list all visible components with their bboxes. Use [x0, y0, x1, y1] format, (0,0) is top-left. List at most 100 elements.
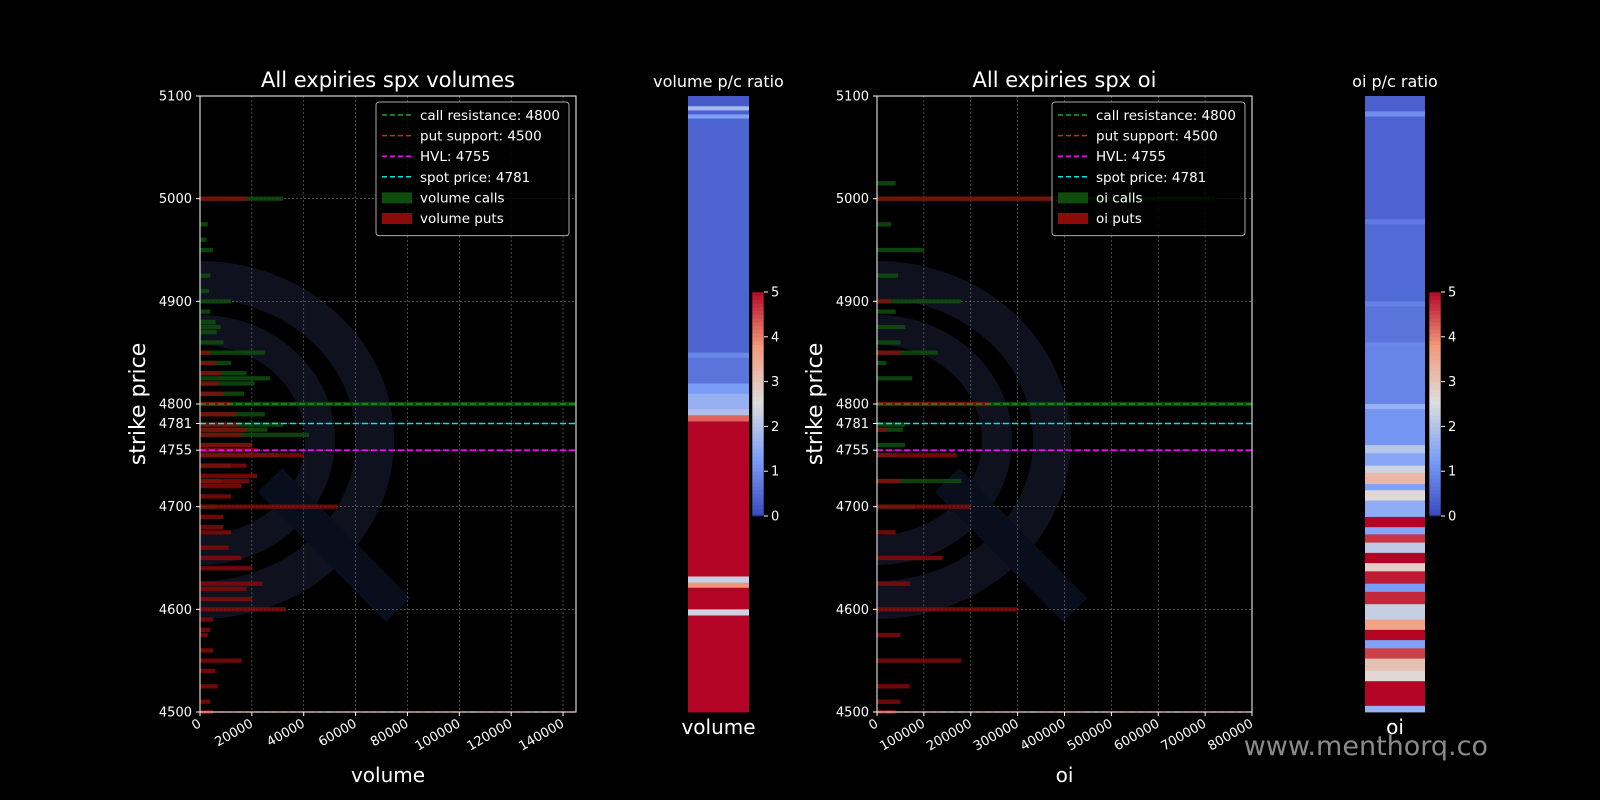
colorbar-segment: [752, 501, 764, 506]
colorbar-segment: [1429, 456, 1441, 461]
chart-title: All expiries spx volumes: [261, 68, 515, 92]
colorbar-segment: [1429, 493, 1441, 498]
colorbar-segment: [1429, 336, 1441, 342]
colorbar-tick-label: 2: [771, 420, 779, 435]
ratio-band: [1365, 648, 1425, 660]
colorbar-segment: [752, 415, 764, 420]
colorbar-segment: [752, 400, 764, 405]
bar-puts: [200, 422, 239, 427]
colorbar-segment: [752, 303, 764, 308]
colorbar-segment: [752, 482, 764, 487]
ratio-band: [688, 118, 749, 354]
colorbar-tick-label: 3: [771, 375, 779, 390]
bar-puts: [877, 530, 896, 535]
colorbar-segment: [1429, 362, 1441, 368]
bar-puts: [200, 607, 286, 612]
x-axis-label: oi: [1056, 763, 1074, 787]
y-tick-label: 4500: [159, 706, 192, 721]
bar-puts: [877, 504, 971, 509]
logo-watermark-icon: [876, 261, 1088, 622]
x-tick-label: 140000: [517, 716, 567, 754]
bar-puts: [200, 699, 211, 704]
y-tick-label: 4600: [836, 603, 869, 618]
colorbar-segment: [1429, 404, 1441, 409]
ratio-band: [688, 582, 749, 589]
legend-entry: HVL: 4755: [1096, 149, 1166, 165]
colorbar-frame: [751, 291, 765, 517]
colorbar-segment: [752, 489, 764, 495]
ratio-band: [1365, 604, 1425, 620]
legend: call resistance: 4800 put support: 4500 HV…: [375, 101, 570, 237]
colorbar-segment: [752, 430, 764, 435]
bar-puts: [200, 483, 242, 489]
ratio-band: [1365, 404, 1425, 410]
colorbar-tick-label: 1: [771, 465, 779, 480]
bar-calls: [200, 299, 232, 304]
ratio-band: [1365, 681, 1425, 707]
colorbar-segment: [752, 504, 764, 510]
colorbar-segment: [1429, 463, 1441, 468]
bar-puts: [200, 596, 252, 602]
bar-calls: [200, 319, 216, 325]
ratio-band: [1365, 96, 1425, 112]
legend-swatch-puts: [382, 213, 412, 224]
ratio-band: [1365, 552, 1425, 564]
y-tick-label: 4700: [159, 500, 192, 515]
colorbar: 0 1 2 3 4 5: [751, 286, 779, 525]
bar-calls: [877, 422, 906, 427]
ratio-band: [688, 96, 749, 107]
bar-calls: [200, 324, 221, 330]
ratio-band: [1365, 342, 1425, 348]
colorbar: 0 1 2 3 4 5: [1428, 286, 1456, 525]
ratio-band: [1365, 224, 1425, 302]
ratio-band: [688, 409, 749, 416]
bar-puts: [200, 566, 252, 571]
bar-puts: [200, 586, 247, 591]
ratio-band: [688, 114, 749, 119]
x-tick-label: 0: [866, 716, 881, 733]
y-tick-label: 4755: [159, 444, 192, 459]
bar-puts: [200, 581, 263, 586]
legend-entry: call resistance: 4800: [1096, 108, 1236, 124]
chart-title: volume p/c ratio: [653, 72, 784, 91]
colorbar-segment: [1429, 460, 1441, 465]
bar-calls: [877, 222, 892, 227]
colorbar-segment: [752, 377, 764, 383]
colorbar-segment: [1429, 426, 1441, 431]
bar-calls: [877, 309, 896, 314]
y-tick-label: 4500: [836, 706, 869, 721]
bar-puts: [200, 514, 224, 520]
ratio-band: [688, 106, 749, 111]
colorbar-segment: [1429, 295, 1441, 300]
legend-entry: spot price: 4781: [1096, 170, 1206, 186]
colorbar-segment: [752, 348, 764, 353]
colorbar-segment: [1429, 344, 1441, 349]
ratio-band: [1365, 542, 1425, 554]
colorbar-tick-label: 3: [1448, 375, 1456, 390]
x-tick-label: 200000: [924, 716, 974, 754]
bar-calls: [200, 329, 217, 335]
legend-entry: volume calls: [420, 190, 505, 206]
colorbar-segment: [1429, 318, 1441, 323]
colorbar-segment: [1429, 359, 1441, 364]
colorbar-segment: [1429, 292, 1441, 297]
colorbar-segment: [1429, 306, 1441, 312]
ratio-band: [1365, 500, 1425, 518]
bar-calls: [200, 401, 576, 407]
y-tick-label: 4781: [836, 417, 869, 432]
bar-puts: [200, 371, 221, 376]
x-tick-label: 600000: [1112, 716, 1162, 754]
colorbar-segment: [752, 355, 764, 360]
ratio-band: [1365, 111, 1425, 117]
bar-puts: [877, 299, 892, 304]
colorbar-segment: [1429, 504, 1441, 510]
colorbar-segment: [752, 471, 764, 476]
colorbar-segment: [752, 478, 764, 483]
bar-calls: [877, 247, 924, 253]
colorbar-segment: [1429, 385, 1441, 390]
bar-puts: [877, 699, 901, 704]
colorbar-segment: [1429, 452, 1441, 457]
bar-puts: [877, 607, 1018, 612]
colorbar-segment: [752, 310, 764, 315]
colorbar-segment: [1429, 329, 1441, 334]
